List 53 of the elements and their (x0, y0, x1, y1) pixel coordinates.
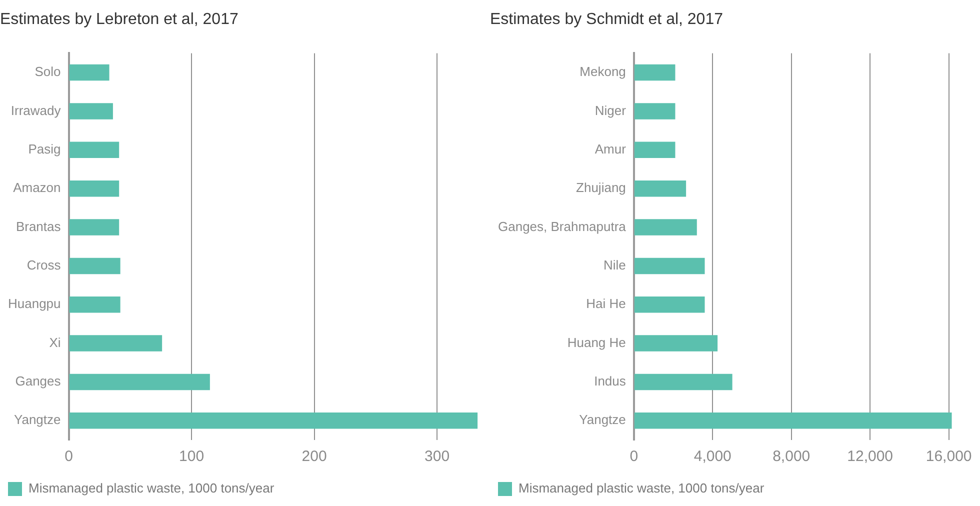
bar (69, 258, 120, 274)
y-tick-label: Amur (594, 141, 627, 156)
x-tick-label: 300 (424, 448, 450, 466)
bar (634, 296, 705, 313)
x-tick-label: 100 (179, 448, 204, 466)
bar (634, 335, 718, 352)
y-tick-label: Niger (594, 102, 627, 118)
legend-label: Mismanaged plastic waste, 1000 tons/year (28, 480, 275, 496)
y-tick-label: Huang He (567, 334, 626, 350)
bar (69, 335, 162, 352)
bar (634, 103, 676, 120)
bar (69, 412, 478, 429)
bar (634, 258, 705, 274)
y-tick-label: Indus (594, 374, 626, 389)
y-tick-label: Nile (604, 258, 626, 273)
x-tick-label: 200 (302, 448, 327, 466)
y-tick-label: Yangtze (14, 412, 61, 428)
x-tick-label: 12,000 (847, 448, 894, 466)
bar (69, 142, 120, 158)
y-tick-label: Pasig (28, 141, 61, 156)
y-tick-label: Mekong (580, 64, 626, 80)
y-tick-label: Zhujiang (576, 180, 626, 196)
bar (634, 412, 952, 429)
x-tick-label: 8,000 (772, 448, 810, 466)
y-tick-label: Huangpu (8, 296, 61, 312)
legend-label: Mismanaged plastic waste, 1000 tons/year (518, 480, 765, 496)
bar (69, 103, 113, 120)
bar (634, 219, 697, 236)
bar (634, 142, 676, 158)
y-tick-label: Brantas (16, 218, 62, 234)
bar (69, 64, 110, 81)
chart-title: Estimates by Lebreton et al, 2017 (0, 11, 238, 28)
bar (69, 219, 120, 236)
y-tick-label: Xi (49, 334, 61, 350)
y-tick-label: Ganges (15, 374, 62, 389)
y-tick-label: Amazon (13, 180, 61, 196)
x-tick-label: 0 (64, 448, 73, 466)
x-tick-label: 16,000 (926, 448, 972, 466)
y-tick-label: Hai He (586, 296, 626, 312)
bar (634, 64, 676, 81)
y-tick-label: Ganges, Brahmaputra (498, 218, 627, 234)
y-tick-label: Yangtze (579, 412, 626, 428)
x-tick-label: 4,000 (694, 448, 732, 466)
y-tick-label: Cross (26, 258, 62, 273)
bar (69, 180, 120, 197)
bar (634, 180, 686, 197)
bar (69, 296, 120, 313)
bar (69, 374, 210, 390)
x-tick-label: 0 (630, 448, 638, 466)
chart-title: Estimates by Schmidt et al, 2017 (490, 11, 724, 28)
bar (634, 374, 732, 390)
y-tick-label: Irrawady (10, 102, 62, 118)
y-tick-label: Solo (34, 64, 61, 80)
